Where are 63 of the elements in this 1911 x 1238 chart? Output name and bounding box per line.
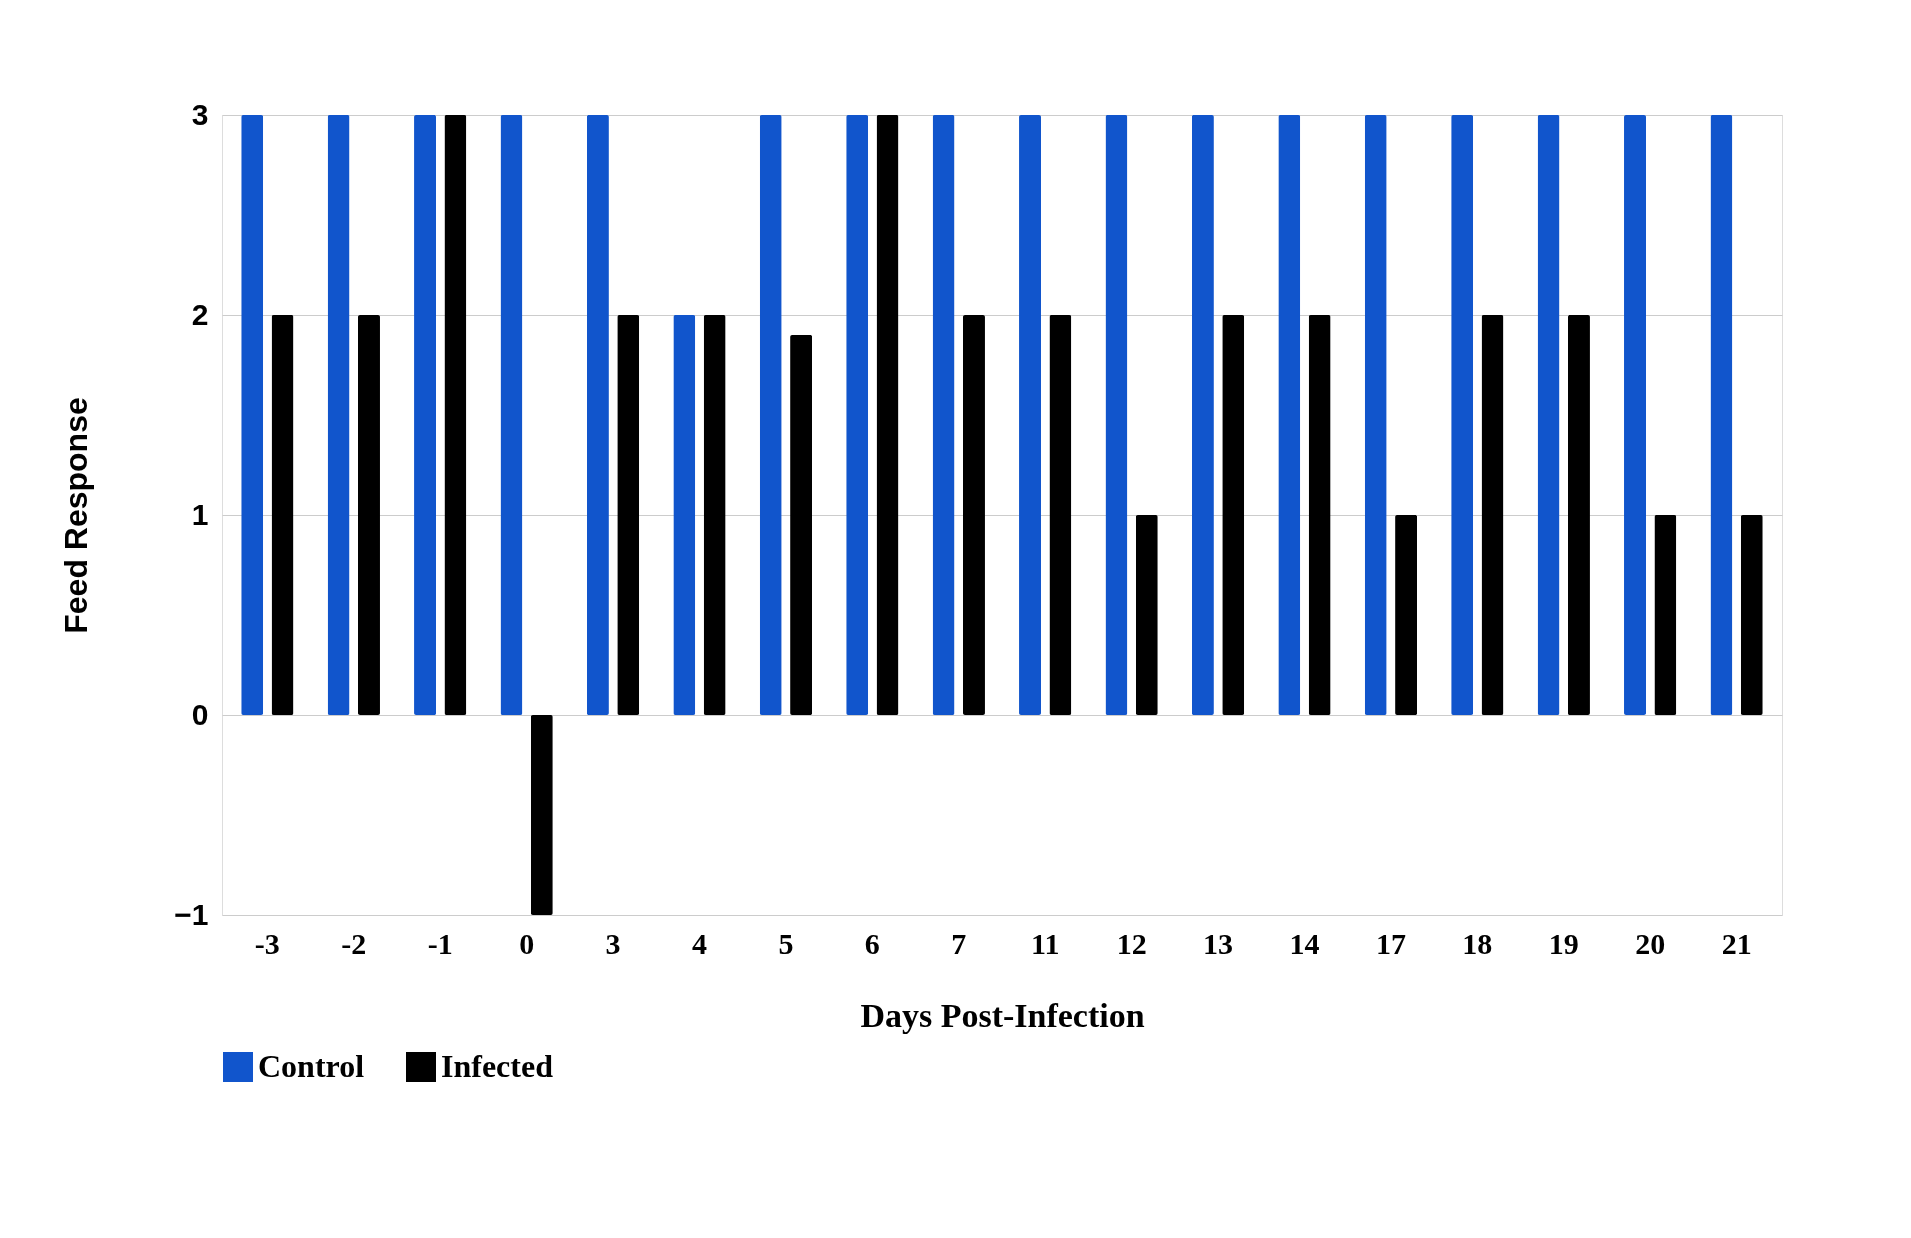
- y-axis-title: Feed Response: [58, 397, 95, 634]
- bar: [1105, 115, 1128, 715]
- x-axis-title: Days Post-Infection: [860, 996, 1145, 1034]
- y-tick-label: 0: [191, 697, 209, 731]
- x-tick-label: -2: [341, 926, 367, 960]
- bar: [617, 315, 640, 715]
- bar: [1135, 515, 1158, 715]
- x-tick-label: -3: [254, 926, 280, 960]
- bar: [241, 115, 264, 715]
- x-tick-label: 7: [951, 926, 967, 960]
- bar: [500, 115, 523, 715]
- bar: [846, 115, 869, 715]
- bar: [530, 715, 553, 915]
- bar: [1364, 115, 1387, 715]
- bar: [1222, 315, 1245, 715]
- bar: [1537, 115, 1560, 715]
- x-tick-label: 6: [864, 926, 880, 960]
- legend-label: Control: [258, 1048, 365, 1084]
- x-tick-label: 4: [692, 926, 708, 960]
- bar: [1481, 315, 1504, 715]
- x-tick-label: 20: [1635, 926, 1666, 960]
- x-tick-label: 3: [605, 926, 621, 960]
- bar: [327, 115, 350, 715]
- bar: [703, 315, 726, 715]
- bar: [414, 115, 437, 715]
- bar: [586, 115, 609, 715]
- x-tick-label: 14: [1289, 926, 1320, 960]
- bar: [876, 115, 899, 715]
- bar: [271, 315, 294, 715]
- bar: [1624, 115, 1647, 715]
- y-tick-label: 3: [191, 97, 209, 131]
- x-tick-label: 21: [1721, 926, 1752, 960]
- x-tick-label: 13: [1203, 926, 1234, 960]
- y-tick-label: 1: [191, 497, 209, 531]
- bar: [1308, 315, 1331, 715]
- bar: [1740, 515, 1763, 715]
- bar: [962, 315, 985, 715]
- bar: [759, 115, 782, 715]
- bar: [1049, 315, 1072, 715]
- x-tick-label: 19: [1548, 926, 1579, 960]
- x-tick-label: 0: [519, 926, 535, 960]
- bar: [673, 315, 696, 715]
- bar: [1710, 115, 1733, 715]
- x-tick-label: 17: [1375, 926, 1406, 960]
- x-tick-label: 18: [1462, 926, 1493, 960]
- x-tick-label: 12: [1116, 926, 1147, 960]
- bar: [1191, 115, 1214, 715]
- legend-label: Infected: [441, 1048, 554, 1084]
- y-tick-label: −1: [174, 897, 209, 931]
- bar: [357, 315, 380, 715]
- x-tick-label: -1: [427, 926, 453, 960]
- bar: [1395, 515, 1418, 715]
- bar: [790, 335, 813, 715]
- bar: [1451, 115, 1474, 715]
- bar: [932, 115, 955, 715]
- bar: [444, 115, 467, 715]
- x-tick-label: 11: [1031, 926, 1060, 960]
- x-tick-label: 5: [778, 926, 794, 960]
- bar: [1567, 315, 1590, 715]
- y-tick-label: 2: [191, 297, 209, 331]
- bar: [1654, 515, 1677, 715]
- bar: [1019, 115, 1042, 715]
- bar: [1278, 115, 1301, 715]
